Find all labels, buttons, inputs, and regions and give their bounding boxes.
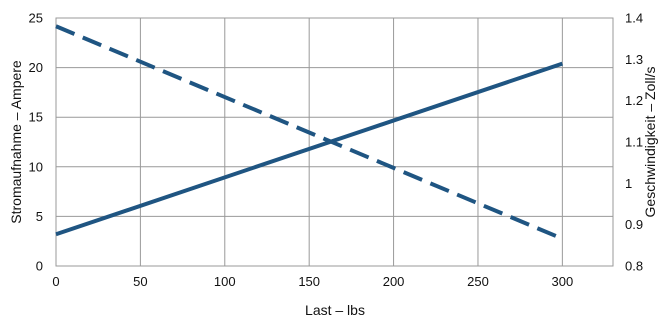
y-left-tick-label: 25 — [29, 11, 43, 26]
y-right-tick-label: 1.4 — [625, 11, 643, 26]
x-tick-label: 300 — [552, 274, 574, 289]
y-right-tick-label: 0.9 — [625, 217, 643, 232]
y-left-tick-label: 10 — [29, 159, 43, 174]
tick-labels: 0 5 10 15 20 25 0.8 0.9 1 1.1 1.2 1.3 1.4 0 50 100 150 20… — [29, 11, 644, 290]
x-tick-label: 200 — [383, 274, 405, 289]
x-tick-label: 150 — [298, 274, 320, 289]
x-tick-label: 50 — [133, 274, 147, 289]
series-layer — [55, 24, 564, 241]
x-tick-label: 0 — [52, 274, 59, 289]
x-tick-label: 100 — [214, 274, 236, 289]
y-left-tick-label: 0 — [36, 259, 43, 274]
y-axis-right-title: Geschwindigkeit – Zoll/s — [642, 67, 658, 218]
y-right-tick-label: 1.3 — [625, 52, 643, 67]
y-axis-left-title: Stromaufnahme – Ampere — [8, 60, 24, 224]
speed-series-line — [55, 24, 564, 241]
y-right-tick-label: 1.1 — [625, 135, 643, 150]
y-right-tick-label: 0.8 — [625, 259, 643, 274]
x-tick-label: 250 — [467, 274, 489, 289]
current-series-line — [55, 61, 564, 237]
y-left-tick-label: 20 — [29, 60, 43, 75]
y-left-tick-label: 5 — [36, 209, 43, 224]
y-right-tick-label: 1 — [625, 176, 632, 191]
x-axis-title: Last – lbs — [305, 302, 365, 318]
grid — [55, 17, 614, 267]
y-right-tick-label: 1.2 — [625, 93, 643, 108]
y-left-tick-label: 15 — [29, 110, 43, 125]
